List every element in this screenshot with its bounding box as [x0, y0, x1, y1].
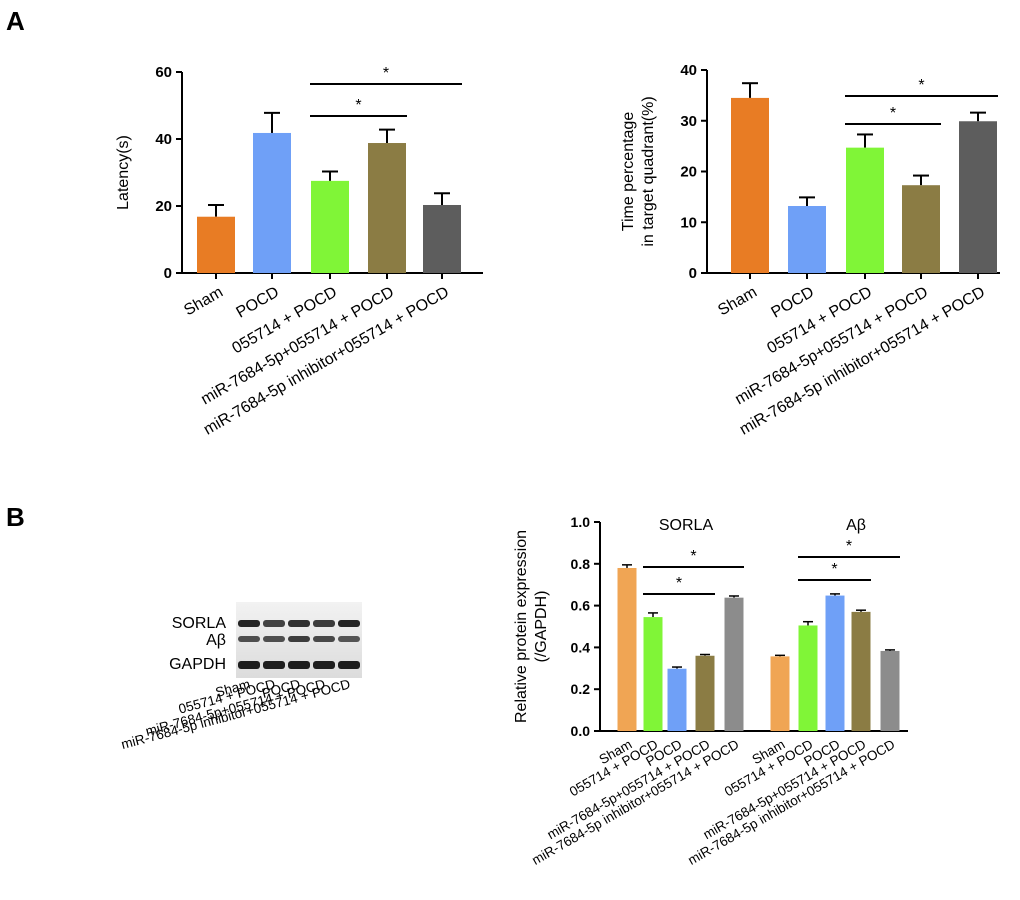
bar	[788, 206, 826, 273]
y-tick-label: 1.0	[571, 514, 591, 530]
protein-expression-chart: 0.0 0.2 0.4 0.6 0.8 1.0 Relative protein expre…	[513, 514, 908, 868]
y-tick-label: 40	[155, 131, 172, 148]
y-axis-label: Time percentage in target quadrant(%)	[620, 96, 657, 246]
bar	[311, 180, 349, 273]
significance-star: *	[383, 65, 389, 82]
significance-star: *	[676, 575, 682, 592]
blot-band	[338, 636, 360, 642]
time-percentage-chart: 0 10 20 30 40 Time percentage in target quadra…	[620, 62, 1000, 439]
blot-band	[263, 661, 285, 669]
bar	[253, 132, 291, 273]
bar	[695, 655, 715, 731]
bar	[770, 656, 790, 731]
bar	[197, 216, 235, 273]
blot-band	[313, 620, 335, 627]
blot-band	[238, 636, 260, 642]
bar	[731, 97, 769, 273]
blot-band	[313, 661, 335, 669]
y-tick-label: 0	[689, 265, 697, 282]
blot-band	[313, 636, 335, 642]
significance-star: *	[918, 77, 924, 94]
y-tick-label: 0.6	[571, 598, 591, 614]
y-tick-label: 0.0	[571, 723, 591, 739]
blot-band	[338, 620, 360, 627]
panel-label-a: A	[6, 6, 25, 36]
bar	[423, 204, 461, 273]
significance-star: *	[690, 548, 696, 565]
bar	[959, 121, 997, 273]
significance-star: *	[846, 538, 852, 555]
x-tick-label: Sham	[715, 284, 760, 320]
bar	[902, 185, 940, 273]
significance-star: *	[831, 561, 837, 578]
bar	[724, 597, 744, 731]
blot-band	[263, 636, 285, 642]
bar	[368, 143, 406, 273]
blot-label-sorla: SORLA	[172, 615, 227, 632]
y-tick-label: 10	[680, 214, 697, 231]
y-tick-label: 20	[680, 164, 697, 181]
bar	[880, 650, 900, 731]
bar	[643, 617, 663, 731]
blot-band	[288, 620, 310, 627]
bar	[617, 567, 637, 731]
y-tick-label: 0.2	[571, 681, 591, 697]
significance-star: *	[890, 105, 896, 122]
y-tick-label: 0.8	[571, 556, 591, 572]
significance-star: *	[355, 97, 361, 114]
y-tick-label: 0.4	[571, 639, 591, 655]
y-axis-label: Latency(s)	[115, 135, 132, 210]
blot-band	[288, 661, 310, 669]
y-tick-label: 20	[155, 198, 172, 215]
blot-band	[238, 661, 260, 669]
bar	[825, 595, 845, 731]
y-axis-label: Relative protein expression (/GAPDH)	[513, 530, 550, 723]
y-tick-label: 0	[164, 265, 172, 282]
blot-band	[288, 636, 310, 642]
y-tick-label: 40	[680, 62, 697, 79]
blot-band	[238, 620, 260, 627]
series-title: Aβ	[846, 517, 866, 534]
bar	[846, 147, 884, 273]
blot-band	[338, 661, 360, 669]
series-title: SORLA	[659, 517, 714, 534]
blot-label-gapdh: GAPDH	[169, 656, 226, 673]
y-tick-label: 30	[680, 113, 697, 130]
panel-label-b: B	[6, 502, 25, 532]
bar	[667, 668, 687, 731]
bar	[798, 625, 818, 731]
bar	[851, 611, 871, 731]
blot-label-abeta: Aβ	[206, 632, 226, 649]
x-tick-label: Sham	[181, 284, 226, 320]
blot-band	[263, 620, 285, 627]
y-tick-label: 60	[155, 64, 172, 81]
